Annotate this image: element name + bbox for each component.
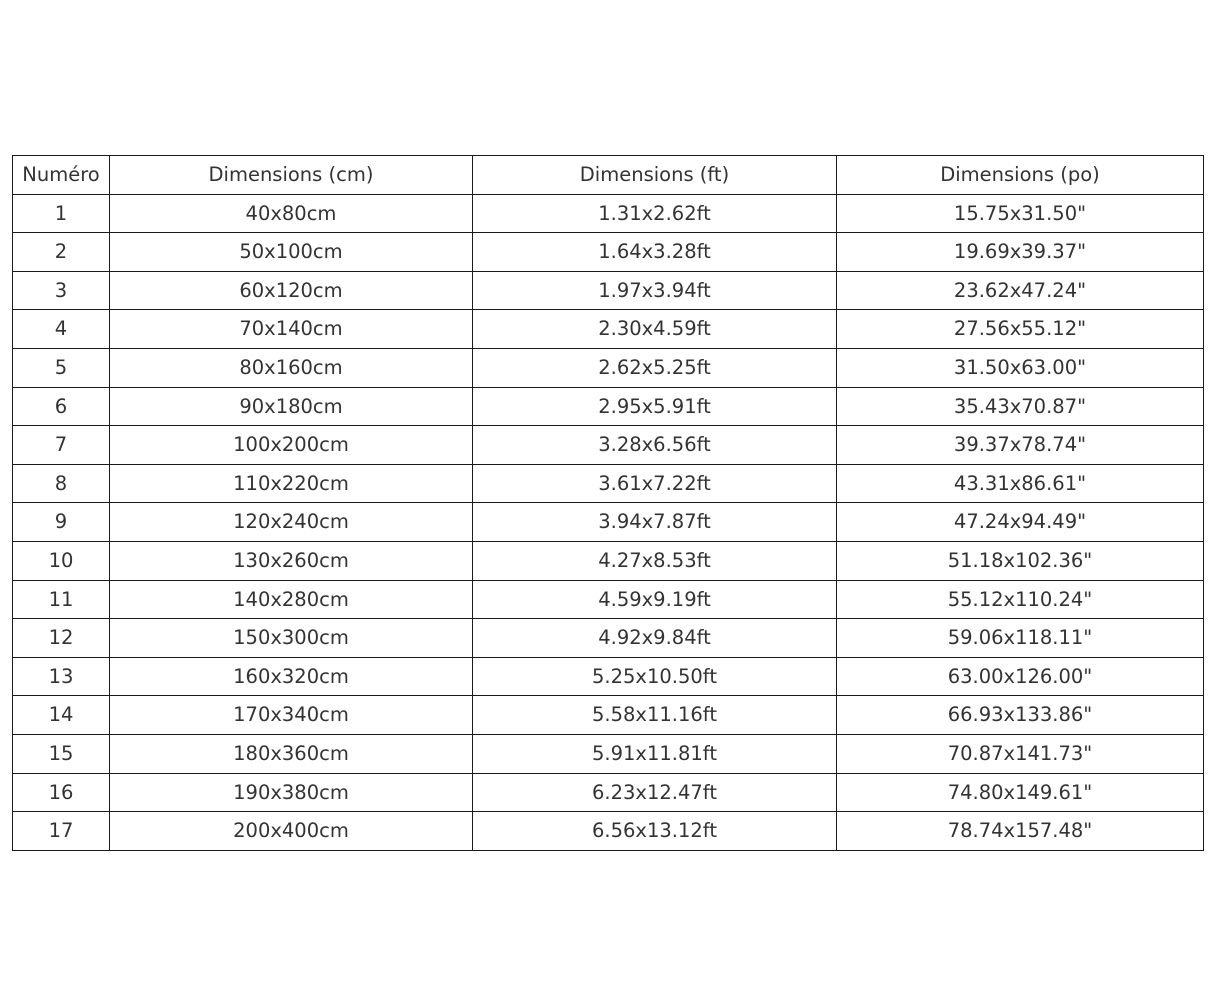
table-header-row: Numéro Dimensions (cm) Dimensions (ft) D… [12, 155, 1204, 195]
table-cell-cm: 70x140cm [109, 309, 473, 349]
table-cell-ft: 4.59x9.19ft [472, 579, 837, 620]
table-cell-numero: 3 [12, 270, 110, 311]
table-cell-ft: 2.95x5.91ft [472, 386, 837, 427]
table-row: 11 140x280cm 4.59x9.19ft 55.12x110.24" [12, 579, 1204, 620]
dimensions-table-container: Numéro Dimensions (cm) Dimensions (ft) D… [12, 155, 1204, 851]
table-cell-numero: 12 [12, 618, 110, 658]
table-cell-po: 74.80x149.61" [836, 772, 1204, 813]
table-row: 3 60x120cm 1.97x3.94ft 23.62x47.24" [12, 270, 1204, 311]
table-cell-numero: 16 [12, 772, 110, 813]
table-row: 6 90x180cm 2.95x5.91ft 35.43x70.87" [12, 386, 1204, 427]
table-cell-numero: 4 [12, 309, 110, 349]
table-cell-ft: 5.25x10.50ft [472, 656, 837, 697]
table-row: 2 50x100cm 1.64x3.28ft 19.69x39.37" [12, 232, 1204, 272]
table-cell-po: 63.00x126.00" [836, 656, 1204, 697]
table-cell-po: 78.74x157.48" [836, 811, 1204, 851]
table-cell-ft: 3.61x7.22ft [472, 463, 837, 504]
table-cell-cm: 180x360cm [109, 733, 473, 774]
table-cell-numero: 8 [12, 463, 110, 504]
table-cell-cm: 100x200cm [109, 425, 473, 465]
table-cell-cm: 110x220cm [109, 463, 473, 504]
table-row: 17 200x400cm 6.56x13.12ft 78.74x157.48" [12, 811, 1204, 851]
table-cell-ft: 4.27x8.53ft [472, 540, 837, 581]
table-row: 14 170x340cm 5.58x11.16ft 66.93x133.86" [12, 695, 1204, 735]
table-cell-cm: 50x100cm [109, 232, 473, 272]
table-cell-numero: 6 [12, 386, 110, 427]
table-cell-numero: 10 [12, 540, 110, 581]
table-cell-cm: 140x280cm [109, 579, 473, 620]
table-cell-numero: 13 [12, 656, 110, 697]
table-cell-po: 15.75x31.50" [836, 193, 1204, 234]
table-row: 4 70x140cm 2.30x4.59ft 27.56x55.12" [12, 309, 1204, 349]
table-cell-numero: 11 [12, 579, 110, 620]
table-row: 5 80x160cm 2.62x5.25ft 31.50x63.00" [12, 347, 1204, 388]
table-cell-numero: 15 [12, 733, 110, 774]
table-cell-po: 27.56x55.12" [836, 309, 1204, 349]
column-header-numero: Numéro [12, 155, 110, 195]
table-cell-cm: 150x300cm [109, 618, 473, 658]
table-cell-cm: 80x160cm [109, 347, 473, 388]
table-cell-cm: 190x380cm [109, 772, 473, 813]
table-cell-cm: 60x120cm [109, 270, 473, 311]
table-cell-cm: 170x340cm [109, 695, 473, 735]
table-cell-cm: 40x80cm [109, 193, 473, 234]
table-cell-numero: 1 [12, 193, 110, 234]
table-row: 16 190x380cm 6.23x12.47ft 74.80x149.61" [12, 772, 1204, 813]
table-cell-ft: 5.58x11.16ft [472, 695, 837, 735]
table-cell-po: 51.18x102.36" [836, 540, 1204, 581]
table-cell-ft: 1.64x3.28ft [472, 232, 837, 272]
table-header: Numéro Dimensions (cm) Dimensions (ft) D… [12, 155, 1204, 195]
column-header-dimensions-cm: Dimensions (cm) [109, 155, 473, 195]
table-cell-po: 35.43x70.87" [836, 386, 1204, 427]
table-cell-po: 66.93x133.86" [836, 695, 1204, 735]
table-cell-ft: 6.23x12.47ft [472, 772, 837, 813]
table-row: 1 40x80cm 1.31x2.62ft 15.75x31.50" [12, 193, 1204, 234]
table-row: 12 150x300cm 4.92x9.84ft 59.06x118.11" [12, 618, 1204, 658]
table-cell-ft: 2.30x4.59ft [472, 309, 837, 349]
table-cell-ft: 5.91x11.81ft [472, 733, 837, 774]
table-row: 9 120x240cm 3.94x7.87ft 47.24x94.49" [12, 502, 1204, 542]
table-cell-ft: 6.56x13.12ft [472, 811, 837, 851]
table-row: 8 110x220cm 3.61x7.22ft 43.31x86.61" [12, 463, 1204, 504]
table-cell-po: 19.69x39.37" [836, 232, 1204, 272]
table-cell-numero: 7 [12, 425, 110, 465]
table-row: 15 180x360cm 5.91x11.81ft 70.87x141.73" [12, 733, 1204, 774]
table-cell-ft: 3.94x7.87ft [472, 502, 837, 542]
table-cell-cm: 200x400cm [109, 811, 473, 851]
table-cell-po: 59.06x118.11" [836, 618, 1204, 658]
table-cell-po: 39.37x78.74" [836, 425, 1204, 465]
table-cell-numero: 9 [12, 502, 110, 542]
table-cell-ft: 3.28x6.56ft [472, 425, 837, 465]
table-cell-ft: 2.62x5.25ft [472, 347, 837, 388]
table-cell-numero: 5 [12, 347, 110, 388]
table-cell-cm: 120x240cm [109, 502, 473, 542]
table-body: 1 40x80cm 1.31x2.62ft 15.75x31.50" 2 50x100cm… [12, 193, 1204, 851]
table-cell-numero: 14 [12, 695, 110, 735]
table-row: 7 100x200cm 3.28x6.56ft 39.37x78.74" [12, 425, 1204, 465]
table-cell-numero: 2 [12, 232, 110, 272]
table-cell-po: 55.12x110.24" [836, 579, 1204, 620]
table-row: 13 160x320cm 5.25x10.50ft 63.00x126.00" [12, 656, 1204, 697]
table-cell-po: 43.31x86.61" [836, 463, 1204, 504]
table-cell-cm: 90x180cm [109, 386, 473, 427]
table-row: 10 130x260cm 4.27x8.53ft 51.18x102.36" [12, 540, 1204, 581]
table-cell-cm: 130x260cm [109, 540, 473, 581]
table-cell-po: 70.87x141.73" [836, 733, 1204, 774]
column-header-dimensions-ft: Dimensions (ft) [472, 155, 837, 195]
table-cell-ft: 4.92x9.84ft [472, 618, 837, 658]
dimensions-table: Numéro Dimensions (cm) Dimensions (ft) D… [12, 155, 1204, 851]
column-header-dimensions-po: Dimensions (po) [836, 155, 1204, 195]
table-cell-cm: 160x320cm [109, 656, 473, 697]
table-cell-po: 31.50x63.00" [836, 347, 1204, 388]
table-cell-numero: 17 [12, 811, 110, 851]
table-cell-ft: 1.97x3.94ft [472, 270, 837, 311]
table-cell-ft: 1.31x2.62ft [472, 193, 837, 234]
table-cell-po: 23.62x47.24" [836, 270, 1204, 311]
table-cell-po: 47.24x94.49" [836, 502, 1204, 542]
